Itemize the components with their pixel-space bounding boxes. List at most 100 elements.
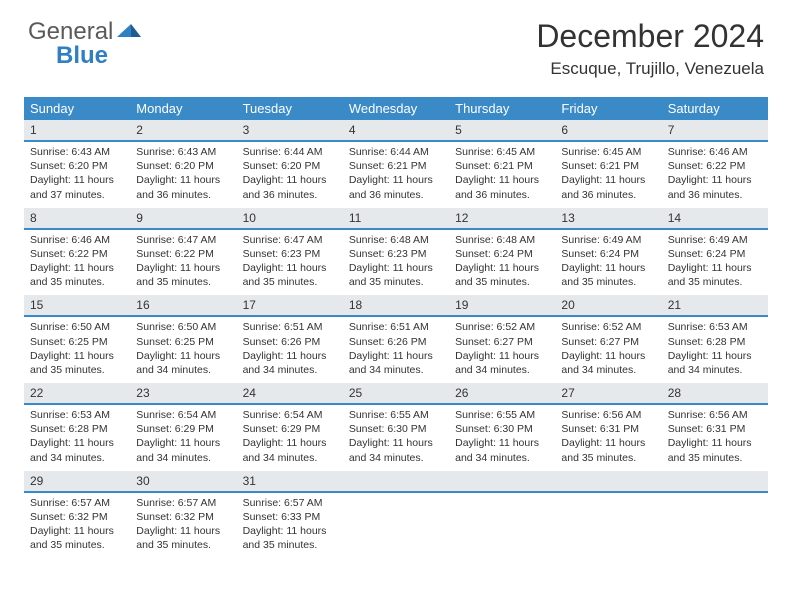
sunset-text: Sunset: 6:27 PM <box>561 335 655 349</box>
day-number: 22 <box>24 383 130 403</box>
sunset-text: Sunset: 6:30 PM <box>349 422 443 436</box>
sunset-text: Sunset: 6:25 PM <box>136 335 230 349</box>
day-cell: Sunrise: 6:48 AMSunset: 6:23 PMDaylight:… <box>343 230 449 296</box>
sunrise-text: Sunrise: 6:43 AM <box>136 145 230 159</box>
sunset-text: Sunset: 6:24 PM <box>668 247 762 261</box>
sunrise-text: Sunrise: 6:46 AM <box>668 145 762 159</box>
daylight-text: Daylight: 11 hours and 36 minutes. <box>668 173 762 201</box>
weekday-header: Wednesday <box>343 97 449 120</box>
day-number: 7 <box>662 120 768 140</box>
day-number <box>555 471 661 491</box>
sunrise-text: Sunrise: 6:53 AM <box>30 408 124 422</box>
day-cell: Sunrise: 6:46 AMSunset: 6:22 PMDaylight:… <box>24 230 130 296</box>
sunset-text: Sunset: 6:29 PM <box>243 422 337 436</box>
sunrise-text: Sunrise: 6:53 AM <box>668 320 762 334</box>
sunset-text: Sunset: 6:33 PM <box>243 510 337 524</box>
daylight-text: Daylight: 11 hours and 34 minutes. <box>349 349 443 377</box>
day-cell: Sunrise: 6:54 AMSunset: 6:29 PMDaylight:… <box>237 405 343 471</box>
day-number: 15 <box>24 295 130 315</box>
day-data-row: Sunrise: 6:57 AMSunset: 6:32 PMDaylight:… <box>24 493 768 559</box>
day-cell: Sunrise: 6:44 AMSunset: 6:21 PMDaylight:… <box>343 142 449 208</box>
daylight-text: Daylight: 11 hours and 34 minutes. <box>455 349 549 377</box>
daylight-text: Daylight: 11 hours and 35 minutes. <box>561 436 655 464</box>
sunrise-text: Sunrise: 6:47 AM <box>243 233 337 247</box>
sunrise-text: Sunrise: 6:48 AM <box>455 233 549 247</box>
daylight-text: Daylight: 11 hours and 35 minutes. <box>668 436 762 464</box>
day-cell: Sunrise: 6:56 AMSunset: 6:31 PMDaylight:… <box>555 405 661 471</box>
logo-triangle-icon <box>117 18 143 46</box>
sunrise-text: Sunrise: 6:46 AM <box>30 233 124 247</box>
sunrise-text: Sunrise: 6:57 AM <box>243 496 337 510</box>
day-number: 4 <box>343 120 449 140</box>
month-title: December 2024 <box>536 18 764 55</box>
day-cell: Sunrise: 6:49 AMSunset: 6:24 PMDaylight:… <box>662 230 768 296</box>
sunset-text: Sunset: 6:21 PM <box>455 159 549 173</box>
day-number <box>662 471 768 491</box>
day-cell: Sunrise: 6:45 AMSunset: 6:21 PMDaylight:… <box>555 142 661 208</box>
day-number: 13 <box>555 208 661 228</box>
sunrise-text: Sunrise: 6:56 AM <box>561 408 655 422</box>
sunset-text: Sunset: 6:28 PM <box>30 422 124 436</box>
sunrise-text: Sunrise: 6:52 AM <box>561 320 655 334</box>
day-number: 28 <box>662 383 768 403</box>
day-cell <box>662 493 768 559</box>
daylight-text: Daylight: 11 hours and 34 minutes. <box>30 436 124 464</box>
day-cell: Sunrise: 6:49 AMSunset: 6:24 PMDaylight:… <box>555 230 661 296</box>
page-header: GeneralBlue December 2024 Escuque, Truji… <box>0 0 792 89</box>
day-cell: Sunrise: 6:55 AMSunset: 6:30 PMDaylight:… <box>343 405 449 471</box>
sunrise-text: Sunrise: 6:57 AM <box>30 496 124 510</box>
day-data-row: Sunrise: 6:46 AMSunset: 6:22 PMDaylight:… <box>24 230 768 296</box>
sunset-text: Sunset: 6:20 PM <box>243 159 337 173</box>
sunrise-text: Sunrise: 6:55 AM <box>455 408 549 422</box>
daylight-text: Daylight: 11 hours and 34 minutes. <box>136 436 230 464</box>
daylight-text: Daylight: 11 hours and 35 minutes. <box>30 261 124 289</box>
daylight-text: Daylight: 11 hours and 34 minutes. <box>243 436 337 464</box>
day-data-row: Sunrise: 6:53 AMSunset: 6:28 PMDaylight:… <box>24 405 768 471</box>
daylight-text: Daylight: 11 hours and 36 minutes. <box>561 173 655 201</box>
sunrise-text: Sunrise: 6:49 AM <box>668 233 762 247</box>
day-cell: Sunrise: 6:45 AMSunset: 6:21 PMDaylight:… <box>449 142 555 208</box>
day-cell: Sunrise: 6:57 AMSunset: 6:32 PMDaylight:… <box>24 493 130 559</box>
day-cell <box>555 493 661 559</box>
day-cell: Sunrise: 6:56 AMSunset: 6:31 PMDaylight:… <box>662 405 768 471</box>
sunrise-text: Sunrise: 6:54 AM <box>136 408 230 422</box>
sunset-text: Sunset: 6:22 PM <box>668 159 762 173</box>
day-number: 12 <box>449 208 555 228</box>
day-cell: Sunrise: 6:44 AMSunset: 6:20 PMDaylight:… <box>237 142 343 208</box>
day-number: 21 <box>662 295 768 315</box>
daylight-text: Daylight: 11 hours and 34 minutes. <box>243 349 337 377</box>
day-number: 23 <box>130 383 236 403</box>
daylight-text: Daylight: 11 hours and 35 minutes. <box>668 261 762 289</box>
sunset-text: Sunset: 6:32 PM <box>136 510 230 524</box>
weekday-header-row: Sunday Monday Tuesday Wednesday Thursday… <box>24 97 768 120</box>
daylight-text: Daylight: 11 hours and 35 minutes. <box>136 261 230 289</box>
day-data-row: Sunrise: 6:43 AMSunset: 6:20 PMDaylight:… <box>24 142 768 208</box>
sunset-text: Sunset: 6:32 PM <box>30 510 124 524</box>
day-cell <box>449 493 555 559</box>
daylight-text: Daylight: 11 hours and 36 minutes. <box>349 173 443 201</box>
day-number: 20 <box>555 295 661 315</box>
sunrise-text: Sunrise: 6:45 AM <box>455 145 549 159</box>
day-cell: Sunrise: 6:57 AMSunset: 6:32 PMDaylight:… <box>130 493 236 559</box>
sunset-text: Sunset: 6:21 PM <box>561 159 655 173</box>
daylight-text: Daylight: 11 hours and 35 minutes. <box>455 261 549 289</box>
day-cell: Sunrise: 6:48 AMSunset: 6:24 PMDaylight:… <box>449 230 555 296</box>
day-number: 2 <box>130 120 236 140</box>
day-number <box>449 471 555 491</box>
sunrise-text: Sunrise: 6:55 AM <box>349 408 443 422</box>
sunset-text: Sunset: 6:22 PM <box>136 247 230 261</box>
sunrise-text: Sunrise: 6:52 AM <box>455 320 549 334</box>
weekday-header: Saturday <box>662 97 768 120</box>
weekday-header: Tuesday <box>237 97 343 120</box>
sunrise-text: Sunrise: 6:57 AM <box>136 496 230 510</box>
sunset-text: Sunset: 6:23 PM <box>243 247 337 261</box>
sunrise-text: Sunrise: 6:56 AM <box>668 408 762 422</box>
daylight-text: Daylight: 11 hours and 35 minutes. <box>136 524 230 552</box>
daylight-text: Daylight: 11 hours and 34 minutes. <box>455 436 549 464</box>
weekday-header: Thursday <box>449 97 555 120</box>
sunset-text: Sunset: 6:22 PM <box>30 247 124 261</box>
daylight-text: Daylight: 11 hours and 36 minutes. <box>243 173 337 201</box>
day-number: 14 <box>662 208 768 228</box>
day-cell: Sunrise: 6:50 AMSunset: 6:25 PMDaylight:… <box>24 317 130 383</box>
day-cell: Sunrise: 6:54 AMSunset: 6:29 PMDaylight:… <box>130 405 236 471</box>
